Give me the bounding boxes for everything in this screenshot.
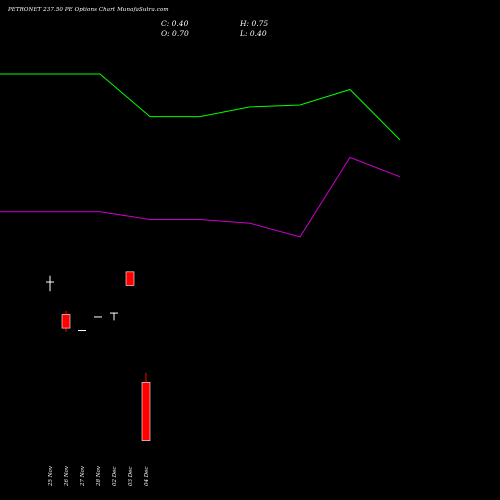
low-value: L: 0.40	[240, 29, 267, 38]
x-tick-label: 02 Dec	[112, 467, 118, 487]
x-tick-label: 26 Nov	[64, 465, 70, 487]
candle-body	[61, 314, 71, 329]
x-tick-label: 27 Nov	[80, 465, 86, 487]
candle-body	[141, 382, 151, 441]
chart-title: PETRONET 237.50 PE Options Chart MunafaS…	[8, 7, 169, 13]
candle-body	[46, 281, 54, 283]
candle-body	[94, 316, 102, 318]
close-value: C: 0.40	[161, 19, 189, 28]
x-tick-label: 04 Dec	[144, 467, 150, 487]
open-value: O: 0.70	[161, 29, 189, 38]
candle-body	[125, 271, 135, 286]
x-tick-label: 03 Dec	[128, 467, 134, 487]
candle-body	[78, 330, 86, 332]
high-value: H: 0.75	[240, 19, 269, 28]
indicator-line-1	[0, 73, 401, 141]
x-tick-label: 28 Nov	[96, 465, 102, 487]
candle-body	[110, 312, 118, 314]
indicator-line-2	[0, 156, 401, 238]
x-tick-label: 25 Nov	[48, 465, 54, 487]
